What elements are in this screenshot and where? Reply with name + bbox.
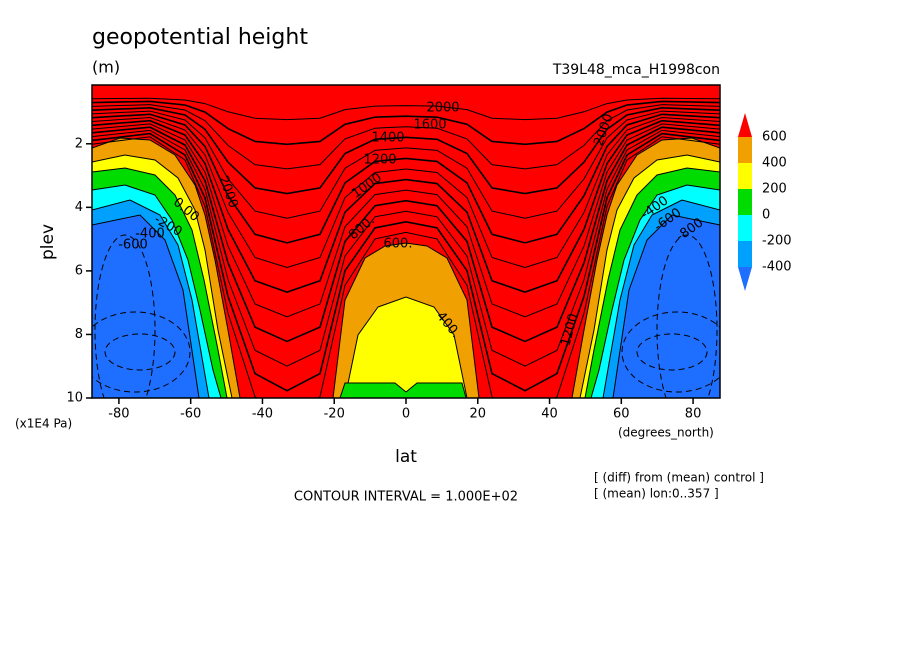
contour-line bbox=[92, 113, 720, 244]
contour-line bbox=[92, 97, 720, 121]
y-axis-label: plev bbox=[38, 224, 58, 260]
contour-label: 2000 bbox=[426, 101, 459, 116]
color-region bbox=[339, 382, 467, 398]
x-tick-label: 60 bbox=[613, 407, 630, 422]
colorbar-swatch bbox=[738, 189, 752, 215]
y-unit: (x1E4 Pa) bbox=[15, 417, 72, 431]
contour-label: -400 bbox=[135, 227, 165, 242]
colorbar: -400 -200 0 200 400 600 bbox=[738, 113, 792, 291]
y-tick-label: 8 bbox=[75, 327, 83, 342]
dashed-contour bbox=[94, 234, 156, 398]
contour-line bbox=[92, 136, 720, 398]
dashed-contour bbox=[656, 234, 718, 398]
colorbar-swatch bbox=[738, 137, 752, 163]
colorbar-swatch bbox=[738, 113, 752, 137]
dashed-contour bbox=[92, 311, 191, 393]
contour-field bbox=[92, 85, 720, 398]
contour-line bbox=[92, 129, 720, 367]
y-tick-label: 2 bbox=[75, 136, 83, 151]
x-axis-label: lat bbox=[395, 447, 417, 467]
note: [ (mean) lon:0..357 ] bbox=[594, 487, 719, 501]
colorbar-swatch bbox=[738, 163, 752, 189]
colorbar-swatch bbox=[738, 215, 752, 241]
colorbar-swatch bbox=[738, 267, 752, 291]
contour-line bbox=[92, 107, 720, 195]
contour-label: 600. bbox=[384, 237, 413, 252]
contour-label: -600 bbox=[118, 238, 148, 253]
contour-label: 1400 bbox=[371, 131, 404, 146]
axes: -80 -60 -40 -20 0 20 40 60 80 2 4 6 8 10 bbox=[66, 136, 701, 421]
y-tick-label: 6 bbox=[75, 263, 83, 278]
x-tick-label: 0 bbox=[402, 407, 410, 422]
colorbar-swatch bbox=[738, 241, 752, 267]
contour-line bbox=[92, 132, 720, 392]
contour-line bbox=[92, 126, 720, 343]
color-region bbox=[344, 296, 468, 398]
contour-line bbox=[92, 119, 720, 293]
chart-title: geopotential height bbox=[92, 25, 308, 50]
dashed-contour bbox=[636, 333, 708, 371]
x-tick-label: -80 bbox=[108, 407, 129, 422]
colorbar-label: 0 bbox=[762, 208, 770, 223]
run-label: T39L48_mca_H1998con bbox=[552, 62, 720, 78]
colorbar-label: 200 bbox=[762, 182, 787, 197]
color-region bbox=[612, 214, 720, 398]
note: [ (diff) from (mean) control ] bbox=[594, 471, 764, 485]
color-region bbox=[92, 214, 200, 398]
y-tick-label: 4 bbox=[75, 200, 83, 215]
colorbar-label: 600 bbox=[762, 130, 787, 145]
x-tick-label: 80 bbox=[685, 407, 702, 422]
contour-label: 1600 bbox=[413, 118, 446, 133]
contour-interval: CONTOUR INTERVAL = 1.000E+02 bbox=[294, 490, 518, 505]
contour-line bbox=[92, 123, 720, 318]
colorbar-label: 400 bbox=[762, 156, 787, 171]
y-tick-label: 10 bbox=[66, 391, 83, 406]
contour-label: 1200 bbox=[363, 153, 396, 168]
dashed-contour bbox=[621, 311, 720, 393]
x-tick-label: -40 bbox=[252, 407, 273, 422]
contour-line bbox=[92, 116, 720, 269]
contour-line bbox=[92, 100, 720, 146]
colorbar-label: -400 bbox=[762, 260, 792, 275]
x-tick-label: 20 bbox=[469, 407, 486, 422]
contour-line bbox=[92, 104, 720, 170]
colorbar-label: -200 bbox=[762, 234, 792, 249]
x-unit: (degrees_north) bbox=[618, 426, 714, 440]
x-tick-label: -60 bbox=[180, 407, 201, 422]
x-tick-label: -20 bbox=[324, 407, 345, 422]
x-tick-label: 40 bbox=[541, 407, 558, 422]
contour-line bbox=[92, 110, 720, 219]
chart-subtitle: (m) bbox=[92, 58, 120, 77]
dashed-contour bbox=[104, 333, 176, 371]
